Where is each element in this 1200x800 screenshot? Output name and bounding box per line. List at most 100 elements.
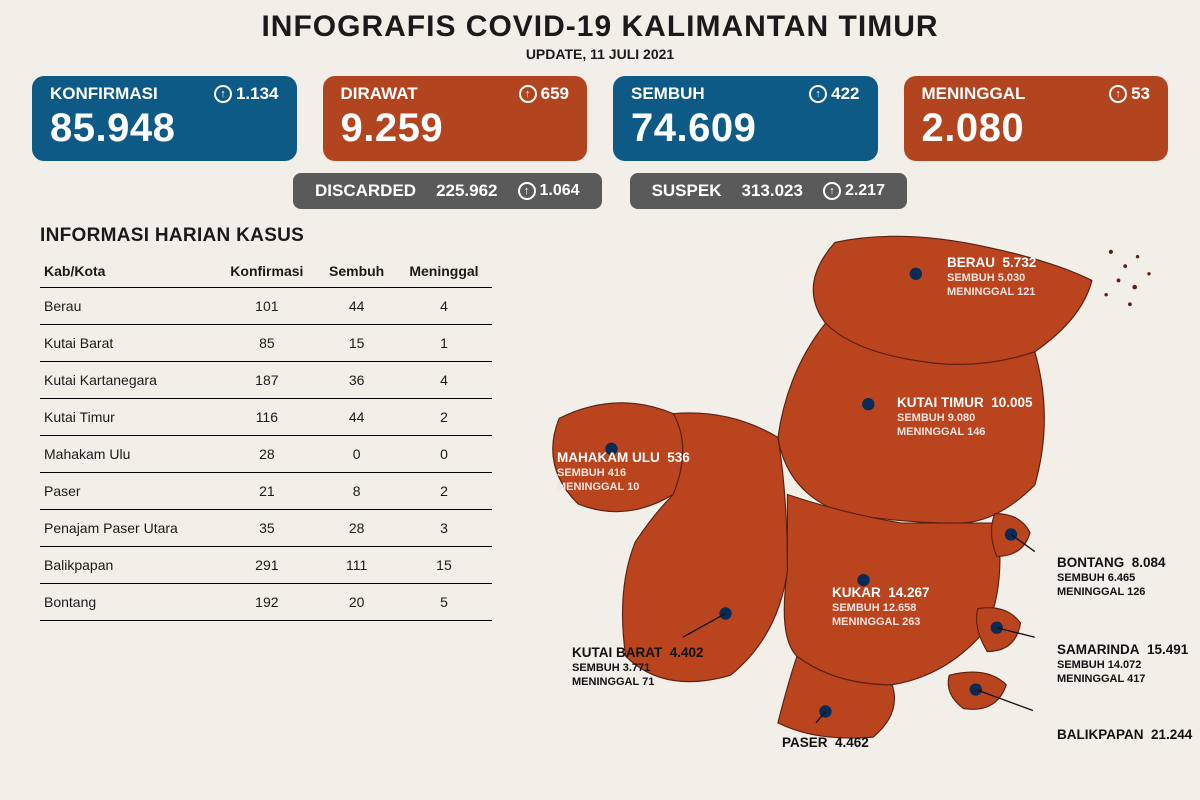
stat-value: 9.259 (341, 106, 570, 151)
row-value: 0 (396, 436, 492, 473)
row-region: Kutai Timur (40, 399, 216, 436)
row-value: 21 (216, 473, 317, 510)
row-value: 85 (216, 325, 317, 362)
map-region-name: KUTAI BARAT 4.402 (572, 645, 704, 662)
table-row: Balikpapan29111115 (40, 547, 492, 584)
stat-label: MENINGGAL (922, 84, 1026, 104)
stat-label: DIRAWAT (341, 84, 418, 104)
row-value: 35 (216, 510, 317, 547)
stat-value: 2.080 (922, 106, 1151, 151)
map-region-sembuh: SEMBUH 9.080 (897, 412, 1033, 426)
map-region-meninggal: MENINGGAL 417 (1057, 673, 1188, 687)
row-value: 4 (396, 362, 492, 399)
row-value: 187 (216, 362, 317, 399)
map-region-label: KUKAR 14.267SEMBUH 12.658MENINGGAL 263 (832, 585, 930, 629)
row-value: 192 (216, 584, 317, 621)
row-value: 111 (317, 547, 396, 584)
table-header: Meninggal (396, 257, 492, 288)
table-row: Paser2182 (40, 473, 492, 510)
map-region-sembuh: SEMBUH 3.771 (572, 662, 704, 676)
map-region-sembuh: SEMBUH 416 (557, 467, 690, 481)
stat-value: 74.609 (631, 106, 860, 151)
map-region-label: SAMARINDA 15.491SEMBUH 14.072MENINGGAL 4… (1057, 642, 1188, 686)
map-region-label: BONTANG 8.084SEMBUH 6.465MENINGGAL 126 (1057, 555, 1166, 599)
row-value: 101 (216, 288, 317, 325)
map-region-meninggal: MENINGGAL 146 (897, 426, 1033, 440)
pill-delta: ↑1.064 (518, 182, 580, 200)
stat-value: 85.948 (50, 106, 279, 151)
arrow-up-icon: ↑ (1109, 85, 1127, 103)
row-region: Berau (40, 288, 216, 325)
row-value: 44 (317, 399, 396, 436)
row-value: 2 (396, 399, 492, 436)
arrow-up-icon: ↑ (214, 85, 232, 103)
row-region: Bontang (40, 584, 216, 621)
row-value: 116 (216, 399, 317, 436)
region-map: BERAU 5.732SEMBUH 5.030MENINGGAL 121 KUTA… (502, 225, 1168, 765)
table-row: Kutai Barat85151 (40, 325, 492, 362)
page-title: INFOGRAFIS COVID-19 KALIMANTAN TIMUR (32, 10, 1168, 44)
daily-cases-table: Kab/KotaKonfirmasiSembuhMeninggal Berau1… (40, 257, 492, 621)
row-region: Penajam Paser Utara (40, 510, 216, 547)
row-value: 4 (396, 288, 492, 325)
secondary-pill: SUSPEK 313.023 ↑2.217 (630, 173, 907, 209)
map-region-name: MAHAKAM ULU 536 (557, 450, 690, 467)
secondary-stats-row: DISCARDED225.962↑1.064 SUSPEK 313.023 ↑2.21… (32, 173, 1168, 209)
map-region-name: KUTAI TIMUR 10.005 (897, 395, 1033, 412)
stat-delta: ↑422 (809, 84, 859, 104)
row-value: 20 (317, 584, 396, 621)
stat-label: SEMBUH (631, 84, 705, 104)
row-region: Kutai Barat (40, 325, 216, 362)
table-header: Sembuh (317, 257, 396, 288)
map-region-label: KUTAI BARAT 4.402SEMBUH 3.771MENINGGAL 7… (572, 645, 704, 689)
arrow-up-icon: ↑ (518, 182, 536, 200)
row-value: 28 (216, 436, 317, 473)
table-header: Konfirmasi (216, 257, 317, 288)
map-region-meninggal: MENINGGAL 71 (572, 676, 704, 690)
pill-label: SUSPEK (652, 181, 722, 201)
map-region-name: SAMARINDA 15.491 (1057, 642, 1188, 659)
stat-card-dirawat: DIRAWAT ↑6599.259 (323, 76, 588, 161)
arrow-up-icon: ↑ (519, 85, 537, 103)
map-region-name: BALIKPAPAN 21.244 (1057, 727, 1192, 744)
table-row: Kutai Timur116442 (40, 399, 492, 436)
stat-card-sembuh: SEMBUH ↑42274.609 (613, 76, 878, 161)
secondary-pill: DISCARDED225.962↑1.064 (293, 173, 602, 209)
pill-delta: ↑2.217 (823, 182, 885, 200)
stat-delta: ↑53 (1109, 84, 1150, 104)
map-region-meninggal: MENINGGAL 126 (1057, 586, 1166, 600)
map-region-sembuh: SEMBUH 6.465 (1057, 572, 1166, 586)
map-region-label: MAHAKAM ULU 536SEMBUH 416MENINGGAL 10 (557, 450, 690, 494)
row-value: 1 (396, 325, 492, 362)
row-value: 36 (317, 362, 396, 399)
row-value: 15 (317, 325, 396, 362)
row-region: Kutai Kartanegara (40, 362, 216, 399)
row-value: 291 (216, 547, 317, 584)
pill-value: 313.023 (741, 181, 802, 201)
row-value: 44 (317, 288, 396, 325)
map-region-meninggal: MENINGGAL 263 (832, 616, 930, 630)
map-region-name: PASER 4.462 (782, 735, 869, 752)
arrow-up-icon: ↑ (823, 182, 841, 200)
stat-card-meninggal: MENINGGAL ↑532.080 (904, 76, 1169, 161)
table-row: Kutai Kartanegara187364 (40, 362, 492, 399)
row-value: 15 (396, 547, 492, 584)
row-value: 2 (396, 473, 492, 510)
table-title: INFORMASI HARIAN KASUS (40, 225, 492, 247)
arrow-up-icon: ↑ (809, 85, 827, 103)
table-row: Bontang192205 (40, 584, 492, 621)
map-region-sembuh: SEMBUH 5.030 (947, 272, 1036, 286)
row-region: Balikpapan (40, 547, 216, 584)
map-region-meninggal: MENINGGAL 10 (557, 481, 690, 495)
stat-delta: ↑659 (519, 84, 569, 104)
stat-label: KONFIRMASI (50, 84, 158, 104)
map-region-name: KUKAR 14.267 (832, 585, 930, 602)
map-region-sembuh: SEMBUH 12.658 (832, 602, 930, 616)
table-row: Mahakam Ulu2800 (40, 436, 492, 473)
stat-card-konfirmasi: KONFIRMASI↑1.13485.948 (32, 76, 297, 161)
map-region-meninggal: MENINGGAL 121 (947, 286, 1036, 300)
map-region-label: PASER 4.462 (782, 735, 869, 752)
table-row: Berau101444 (40, 288, 492, 325)
map-region-label: BERAU 5.732SEMBUH 5.030MENINGGAL 121 (947, 255, 1036, 299)
map-region-name: BERAU 5.732 (947, 255, 1036, 272)
